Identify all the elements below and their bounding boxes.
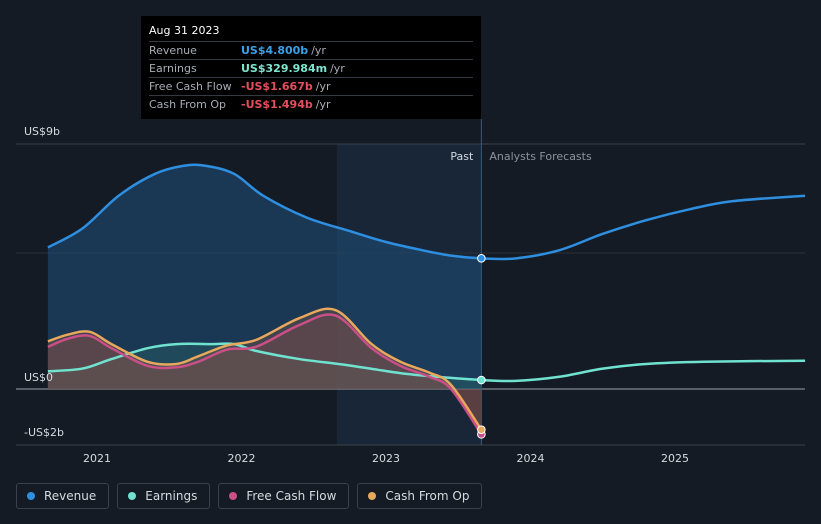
y-tick-label: -US$2b [24, 426, 64, 439]
forecast-label: Analysts Forecasts [489, 150, 592, 163]
legend-label: Free Cash Flow [246, 489, 337, 503]
revenue-line [47, 163, 806, 261]
earnings-dot-icon [128, 492, 137, 500]
tooltip-row-revenue: Revenue US$4.800b /yr [149, 42, 473, 60]
tooltip-value: US$329.984m [241, 62, 328, 75]
x-tick-label: 2022 [228, 452, 256, 465]
x-tick-label: 2023 [372, 452, 400, 465]
legend-label: Cash From Op [385, 489, 470, 503]
revenue-marker [477, 254, 486, 263]
tooltip-unit: /yr [315, 98, 331, 111]
cash-from-op-line [47, 307, 483, 431]
legend-item-earnings[interactable]: Earnings [117, 483, 211, 509]
cash-from-op-marker [477, 425, 486, 434]
earnings-line [47, 342, 806, 383]
x-tick-label: 2021 [83, 452, 111, 465]
tooltip-value: US$4.800b [241, 44, 309, 57]
chart-legend: Revenue Earnings Free Cash Flow Cash Fro… [16, 483, 483, 509]
tooltip-unit: /yr [311, 44, 326, 57]
data-tooltip: Aug 31 2023 Revenue US$4.800b /yr Earnin… [141, 16, 481, 119]
legend-item-revenue[interactable]: Revenue [16, 483, 110, 509]
tooltip-row-earnings: Earnings US$329.984m /yr [149, 60, 473, 78]
cash-from-op-area [47, 308, 482, 430]
past-label: Past [450, 150, 474, 163]
x-tick-label: 2024 [517, 452, 545, 465]
earnings-marker [477, 375, 486, 385]
legend-item-cash-from-op[interactable]: Cash From Op [357, 483, 483, 509]
tooltip-value: -US$1.494b [241, 98, 313, 111]
tooltip-label: Cash From Op [149, 98, 227, 111]
tooltip-label: Free Cash Flow [149, 80, 232, 93]
legend-label: Earnings [145, 489, 198, 503]
earnings-area [47, 343, 482, 389]
x-tick-label: 2025 [661, 452, 689, 465]
y-tick-label: US$9b [24, 125, 60, 138]
tooltip-date: Aug 31 2023 [149, 23, 473, 42]
tooltip-label: Earnings [149, 62, 197, 75]
free-cash-flow-dot-icon [229, 492, 238, 500]
tooltip-row-cash-from-op: Cash From Op -US$1.494b /yr [149, 96, 473, 113]
revenue-area [47, 164, 482, 389]
y-tick-label: US$0 [24, 371, 53, 384]
legend-item-free-cash-flow[interactable]: Free Cash Flow [218, 483, 350, 509]
revenue-dot-icon [27, 492, 35, 500]
cash-from-op-dot-icon [368, 492, 377, 500]
tooltip-value: -US$1.667b [241, 80, 313, 93]
tooltip-unit: /yr [315, 80, 331, 93]
tooltip-label: Revenue [149, 44, 197, 57]
tooltip-row-free-cash-flow: Free Cash Flow -US$1.667b /yr [149, 78, 473, 96]
free-cash-flow-line [47, 313, 483, 436]
legend-label: Revenue [44, 489, 97, 503]
free-cash-flow-area [47, 314, 482, 435]
tooltip-unit: /yr [330, 62, 345, 75]
